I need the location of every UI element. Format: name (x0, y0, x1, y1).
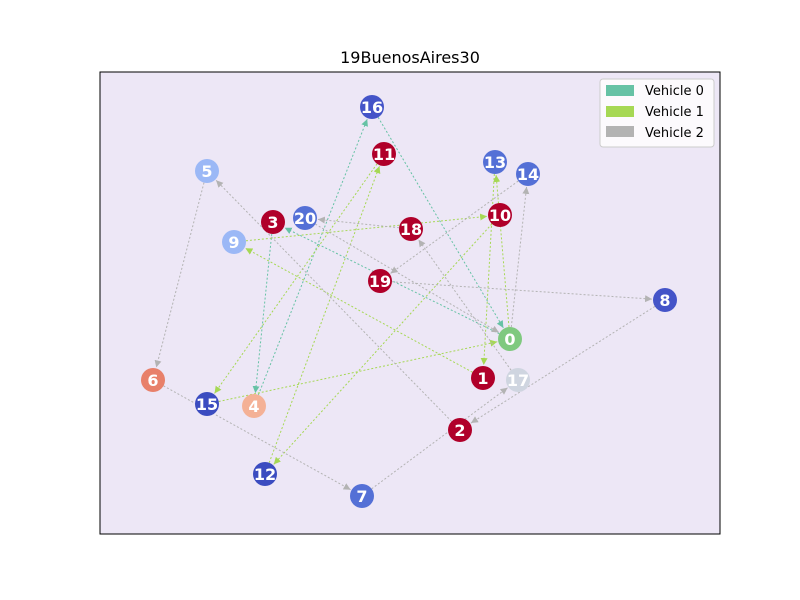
node-circle-14 (516, 162, 540, 186)
node-8: 8 (653, 288, 677, 312)
node-circle-0 (498, 327, 522, 351)
edge-vehicle-1-9-to-10 (245, 213, 488, 242)
node-circle-16 (360, 95, 384, 119)
edge-vehicle-2-19-to-8 (391, 281, 653, 303)
legend-label-vehicle-2: Vehicle 2 (645, 126, 704, 141)
node-7: 7 (350, 484, 374, 508)
legend-item-vehicle-0: Vehicle 0 (606, 84, 704, 99)
node-label-12: 12 (254, 465, 276, 484)
node-circle-17 (506, 368, 530, 392)
node-4: 4 (242, 394, 266, 418)
node-circle-10 (488, 203, 512, 227)
legend-item-vehicle-1: Vehicle 1 (606, 105, 704, 120)
node-3: 3 (261, 210, 285, 234)
node-label-14: 14 (517, 165, 539, 184)
node-5: 5 (195, 159, 219, 183)
node-label-2: 2 (454, 421, 465, 440)
node-15: 15 (195, 392, 219, 416)
node-6: 6 (141, 368, 165, 392)
node-circle-4 (242, 394, 266, 418)
node-circle-12 (253, 462, 277, 486)
node-circle-8 (653, 288, 677, 312)
node-circle-18 (399, 217, 423, 241)
edge-vehicle-2-2-to-5 (215, 179, 452, 422)
legend-label-vehicle-1: Vehicle 1 (645, 105, 704, 120)
node-circle-3 (261, 210, 285, 234)
node-label-5: 5 (201, 162, 212, 181)
legend-swatch-vehicle-0 (606, 85, 634, 96)
legend: Vehicle 0 Vehicle 1 Vehicle 2 (599, 78, 715, 148)
edge-vehicle-0-16-to-0 (377, 117, 504, 329)
edge-vehicle-1-15-to-0 (218, 339, 498, 402)
edge-vehicle-2-18-to-20 (317, 216, 400, 229)
node-label-11: 11 (373, 145, 395, 164)
edge-vehicle-1-12-to-11 (268, 166, 381, 463)
edge-vehicle-1-0-to-13 (493, 174, 510, 328)
node-14: 14 (516, 162, 540, 186)
legend-swatch-vehicle-2 (606, 126, 634, 137)
node-18: 18 (399, 217, 423, 241)
edge-vehicle-1-1-to-9 (245, 247, 473, 373)
node-circle-13 (483, 150, 507, 174)
edge-vehicle-2-8-to-2 (470, 306, 656, 424)
node-10: 10 (488, 203, 512, 227)
node-11: 11 (372, 142, 396, 166)
node-2: 2 (448, 418, 472, 442)
node-circle-11 (372, 142, 396, 166)
node-circle-9 (222, 230, 246, 254)
node-16: 16 (360, 95, 384, 119)
plot-area (99, 71, 721, 535)
node-label-3: 3 (267, 213, 278, 232)
node-label-7: 7 (356, 487, 367, 506)
node-circle-19 (368, 269, 392, 293)
node-circle-15 (195, 392, 219, 416)
node-0: 0 (498, 327, 522, 351)
edge-vehicle-2-7-to-17 (371, 387, 508, 490)
node-circle-5 (195, 159, 219, 183)
node-17: 17 (506, 368, 530, 392)
node-label-17: 17 (507, 371, 529, 390)
node-label-1: 1 (477, 369, 488, 388)
node-13: 13 (483, 150, 507, 174)
legend-label-vehicle-0: Vehicle 0 (645, 84, 704, 99)
node-label-6: 6 (147, 371, 158, 390)
node-circle-1 (471, 366, 495, 390)
legend-swatch-vehicle-1 (606, 106, 634, 117)
edge-vehicle-1-11-to-15 (214, 163, 378, 394)
node-label-4: 4 (248, 397, 259, 416)
node-label-13: 13 (484, 153, 506, 172)
node-19: 19 (368, 269, 392, 293)
node-20: 20 (293, 206, 317, 230)
node-label-9: 9 (228, 233, 239, 252)
edge-vehicle-0-4-to-16 (257, 118, 368, 396)
node-label-20: 20 (294, 209, 316, 228)
node-circle-20 (293, 206, 317, 230)
edge-vehicle-2-17-to-18 (418, 239, 512, 371)
edge-vehicle-2-0-to-14 (510, 186, 530, 328)
node-circle-7 (350, 484, 374, 508)
node-1: 1 (471, 366, 495, 390)
node-12: 12 (253, 462, 277, 486)
node-label-16: 16 (361, 98, 383, 117)
node-circle-6 (141, 368, 165, 392)
node-circle-2 (448, 418, 472, 442)
node-label-19: 19 (369, 272, 391, 291)
node-label-0: 0 (504, 330, 515, 349)
node-label-10: 10 (489, 206, 511, 225)
edges-layer (154, 117, 656, 491)
node-label-15: 15 (196, 395, 218, 414)
node-9: 9 (222, 230, 246, 254)
node-label-8: 8 (659, 291, 670, 310)
node-label-18: 18 (400, 220, 422, 239)
edge-vehicle-0-3-to-4 (252, 233, 273, 394)
chart-title: 19BuenosAires30 (340, 48, 480, 67)
edge-vehicle-2-20-to-0 (315, 223, 500, 333)
legend-item-vehicle-2: Vehicle 2 (606, 126, 704, 141)
